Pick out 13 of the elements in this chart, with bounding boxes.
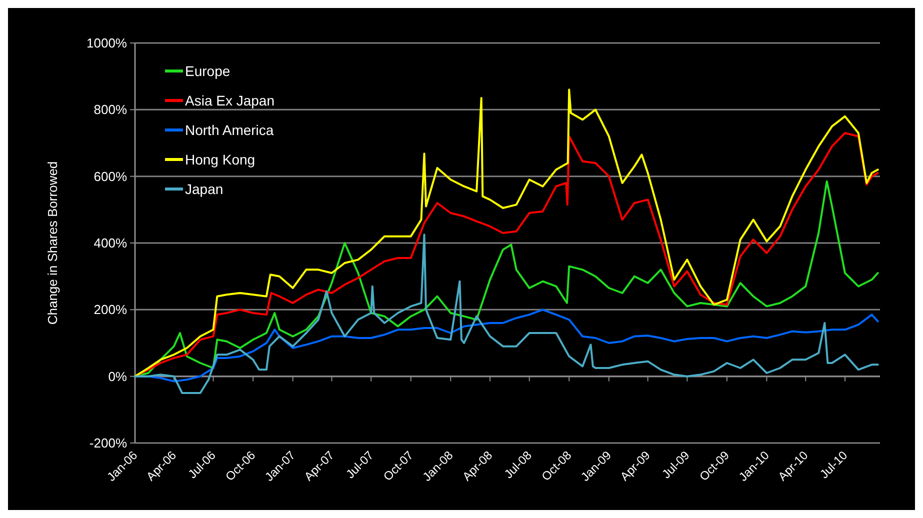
y-axis-title: Change in Shares Borrowed — [45, 161, 60, 325]
legend-label: Japan — [185, 180, 224, 197]
y-tick-label: 1000% — [86, 36, 128, 51]
legend-label: Hong Kong — [185, 151, 256, 168]
legend-label: Europe — [185, 62, 230, 79]
legend-label: Asia Ex Japan — [185, 92, 274, 108]
y-tick-label: 600% — [94, 168, 128, 184]
y-tick-label: 200% — [94, 302, 128, 318]
y-tick-label: 800% — [94, 102, 128, 118]
y-tick-label: -200% — [89, 436, 128, 451]
y-tick-label: 0% — [108, 368, 128, 384]
y-tick-label: 400% — [94, 236, 128, 251]
legend-label: North America — [185, 122, 274, 138]
